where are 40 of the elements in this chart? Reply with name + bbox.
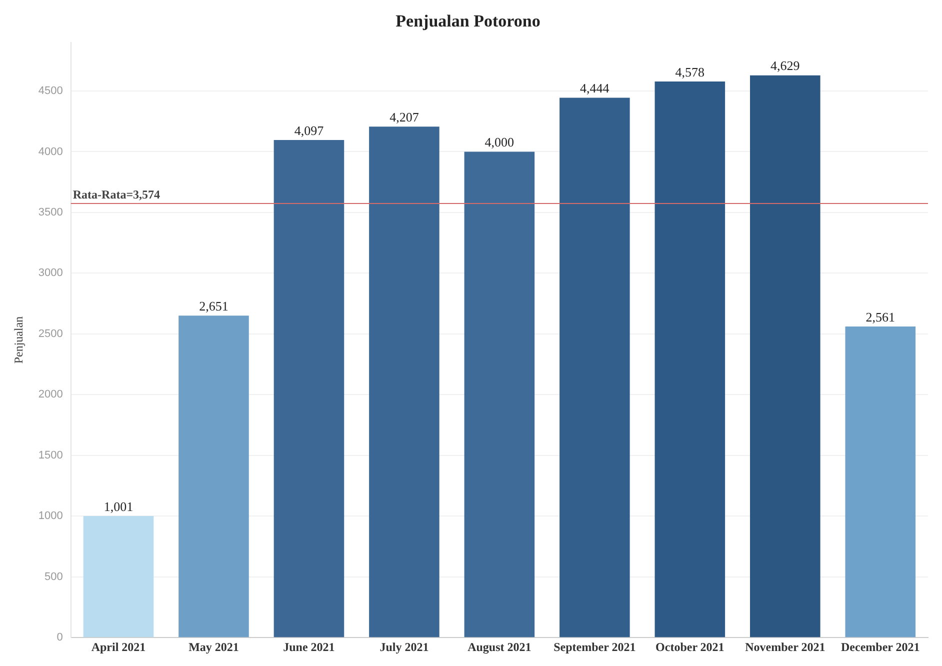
y-tick-label: 1500 xyxy=(38,449,63,462)
bar xyxy=(845,326,916,638)
bar xyxy=(369,126,440,638)
x-tick-label: December 2021 xyxy=(841,640,920,654)
y-tick-label: 3500 xyxy=(38,206,63,218)
x-tick-label: April 2021 xyxy=(91,640,146,654)
y-tick-label: 4000 xyxy=(38,146,63,158)
chart-title: Penjualan Potorono xyxy=(396,12,540,31)
y-tick-label: 0 xyxy=(56,632,63,644)
bar xyxy=(178,316,249,638)
x-tick-label: November 2021 xyxy=(745,640,826,654)
data-label: 4,000 xyxy=(484,134,514,150)
data-label: 4,097 xyxy=(294,122,324,138)
ref-line-label: Rata-Rata=3,574 xyxy=(72,188,160,202)
bar xyxy=(274,140,344,638)
x-tick-label: May 2021 xyxy=(188,640,239,654)
bar xyxy=(560,98,630,638)
x-tick-label: June 2021 xyxy=(283,640,335,654)
y-tick-label: 2000 xyxy=(38,388,63,401)
y-tick-label: 4500 xyxy=(38,85,63,98)
y-tick-label: 2500 xyxy=(38,328,63,340)
x-tick-label: July 2021 xyxy=(380,640,429,654)
data-label: 2,651 xyxy=(199,298,228,314)
y-axis-title: Penjualan xyxy=(11,316,26,364)
data-label: 4,207 xyxy=(390,110,420,124)
data-label: 4,444 xyxy=(580,80,610,96)
bar xyxy=(750,75,820,638)
data-label: 2,561 xyxy=(866,309,896,324)
x-tick-label: September 2021 xyxy=(554,640,636,654)
x-tick-label: October 2021 xyxy=(656,640,724,654)
bar xyxy=(654,82,726,638)
data-label: 1,001 xyxy=(104,498,134,514)
bar xyxy=(83,516,154,638)
y-tick-label: 500 xyxy=(44,570,63,583)
bar xyxy=(464,152,535,638)
y-tick-label: 1000 xyxy=(38,510,63,522)
x-tick-label: August 2021 xyxy=(468,640,532,654)
data-label: 4,578 xyxy=(675,64,705,80)
data-label: 4,629 xyxy=(770,58,800,74)
y-tick-label: 3000 xyxy=(38,267,63,280)
